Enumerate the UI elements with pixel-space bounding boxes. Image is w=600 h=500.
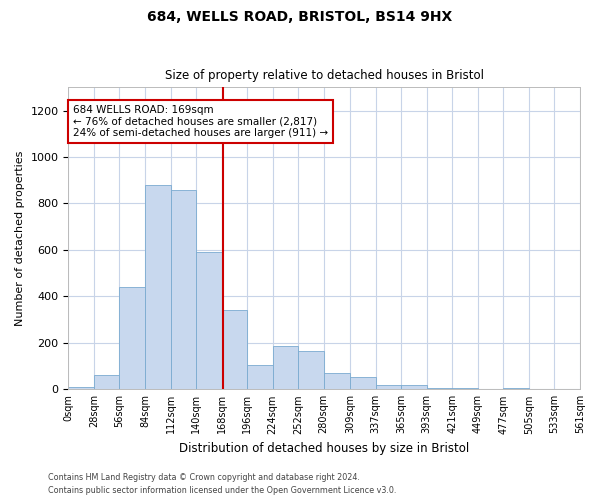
Bar (272, 346, 298, 390)
Bar (221, 310, 247, 390)
Bar (68, 387, 94, 390)
Title: Size of property relative to detached houses in Bristol: Size of property relative to detached ho… (165, 69, 484, 82)
Text: Contains HM Land Registry data © Crown copyright and database right 2024.
Contai: Contains HM Land Registry data © Crown c… (48, 474, 397, 495)
Bar (452, 388, 478, 390)
Bar (503, 388, 529, 390)
Bar (401, 384, 427, 390)
Bar (350, 376, 376, 390)
Bar (170, 190, 196, 390)
Bar (94, 376, 119, 390)
Bar (247, 365, 272, 390)
Y-axis label: Number of detached properties: Number of detached properties (15, 150, 25, 326)
Bar (298, 351, 324, 390)
Bar (324, 373, 350, 390)
X-axis label: Distribution of detached houses by size in Bristol: Distribution of detached houses by size … (179, 442, 469, 455)
Text: 684, WELLS ROAD, BRISTOL, BS14 9HX: 684, WELLS ROAD, BRISTOL, BS14 9HX (148, 10, 452, 24)
Bar (196, 252, 221, 390)
Text: 684 WELLS ROAD: 169sqm
← 76% of detached houses are smaller (2,817)
24% of semi-: 684 WELLS ROAD: 169sqm ← 76% of detached… (73, 105, 328, 138)
Bar (119, 287, 145, 390)
Bar (145, 185, 170, 390)
Bar (427, 388, 452, 390)
Bar (376, 384, 401, 390)
